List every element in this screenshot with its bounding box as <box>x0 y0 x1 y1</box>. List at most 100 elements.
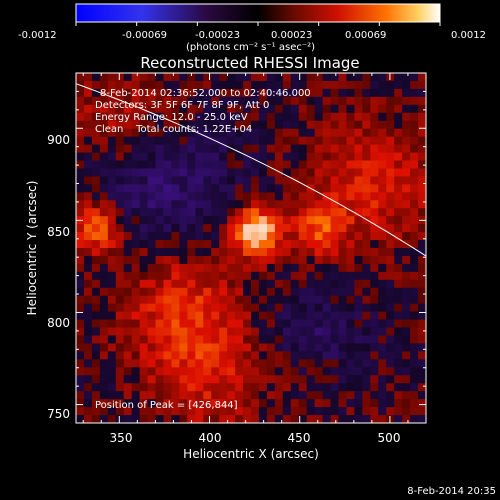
flux-pixel <box>394 263 403 273</box>
flux-pixel <box>251 120 260 130</box>
flux-pixel <box>258 88 268 98</box>
flux-pixel <box>235 279 244 289</box>
flux-pixel <box>123 359 133 368</box>
flux-pixel <box>171 359 180 368</box>
flux-pixel <box>155 208 165 217</box>
flux-pixel <box>155 415 165 423</box>
flux-pixel <box>187 160 196 170</box>
flux-pixel <box>163 192 173 201</box>
flux-pixel <box>410 232 419 241</box>
flux-pixel <box>227 73 236 82</box>
flux-pixel <box>362 343 371 352</box>
flux-pixel <box>147 311 157 321</box>
flux-pixel <box>147 399 157 408</box>
flux-pixel <box>195 136 204 146</box>
flux-pixel <box>258 407 268 416</box>
flux-pixel <box>219 80 228 90</box>
flux-pixel <box>394 216 403 225</box>
flux-pixel <box>314 176 324 185</box>
flux-pixel <box>258 144 268 154</box>
flux-pixel <box>386 271 395 281</box>
flux-pixel <box>155 232 165 241</box>
flux-pixel <box>418 144 426 154</box>
flux-pixel <box>195 407 204 416</box>
flux-pixel <box>187 271 196 281</box>
flux-pixel <box>258 160 268 170</box>
flux-pixel <box>290 327 300 337</box>
flux-pixel <box>107 279 117 289</box>
flux-pixel <box>290 104 300 114</box>
flux-pixel <box>282 319 292 329</box>
flux-pixel <box>386 216 395 225</box>
flux-pixel <box>91 136 101 146</box>
flux-pixel <box>227 224 236 233</box>
flux-pixel <box>219 160 228 170</box>
flux-pixel <box>187 144 196 154</box>
flux-pixel <box>76 287 85 297</box>
flux-pixel <box>211 160 220 170</box>
flux-pixel <box>187 255 196 265</box>
flux-pixel <box>163 351 173 360</box>
flux-pixel <box>338 152 348 162</box>
flux-pixel <box>123 128 133 138</box>
flux-pixel <box>243 128 252 138</box>
flux-pixel <box>155 279 165 289</box>
flux-pixel <box>418 271 426 281</box>
flux-pixel <box>386 375 395 384</box>
flux-pixel <box>219 128 228 138</box>
flux-pixel <box>314 367 324 376</box>
flux-pixel <box>314 240 324 249</box>
flux-pixel <box>203 303 212 313</box>
flux-pixel <box>330 248 340 257</box>
flux-pixel <box>203 399 212 408</box>
flux-pixel <box>219 152 228 162</box>
flux-pixel <box>171 303 180 313</box>
flux-pixel <box>258 208 268 217</box>
flux-pixel <box>378 120 387 130</box>
flux-pixel <box>76 112 85 122</box>
flux-pixel <box>123 383 133 392</box>
flux-pixel <box>362 359 371 368</box>
flux-pixel <box>171 263 180 273</box>
flux-pixel <box>298 152 308 162</box>
flux-pixel <box>346 224 355 233</box>
flux-pixel <box>314 248 324 257</box>
flux-pixel <box>346 248 355 257</box>
flux-pixel <box>219 224 228 233</box>
flux-pixel <box>386 152 395 162</box>
flux-pixel <box>179 224 188 233</box>
flux-pixel <box>274 359 284 368</box>
flux-pixel <box>131 192 141 201</box>
flux-pixel <box>195 399 204 408</box>
flux-pixel <box>195 343 204 352</box>
flux-pixel <box>131 96 141 106</box>
flux-pixel <box>219 96 228 106</box>
flux-pixel <box>83 88 93 98</box>
flux-pixel <box>123 319 133 329</box>
flux-pixel <box>402 295 411 305</box>
flux-pixel <box>370 335 379 345</box>
flux-pixel <box>410 216 419 225</box>
flux-pixel <box>418 152 426 162</box>
flux-pixel <box>386 248 395 257</box>
flux-pixel <box>76 104 85 114</box>
flux-pixel <box>330 383 340 392</box>
flux-pixel <box>219 168 228 177</box>
flux-pixel <box>290 224 300 233</box>
flux-pixel <box>251 263 260 273</box>
flux-pixel <box>266 168 276 177</box>
flux-pixel <box>227 311 236 321</box>
flux-pixel <box>418 240 426 249</box>
flux-pixel <box>306 104 316 114</box>
flux-pixel <box>418 351 426 360</box>
flux-pixel <box>227 128 236 138</box>
flux-pixel <box>266 73 276 82</box>
flux-pixel <box>394 96 403 106</box>
flux-pixel <box>266 359 276 368</box>
flux-pixel <box>410 96 419 106</box>
flux-pixel <box>362 168 371 177</box>
flux-pixel <box>386 88 395 98</box>
flux-pixel <box>219 112 228 122</box>
flux-pixel <box>258 255 268 265</box>
flux-pixel <box>131 144 141 154</box>
